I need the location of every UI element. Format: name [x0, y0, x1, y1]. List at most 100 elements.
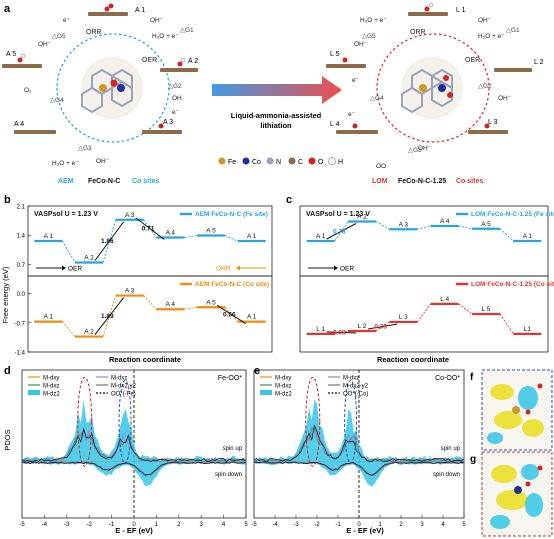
connector-b-top-3 [184, 235, 198, 238]
lom-slab-l3 [468, 123, 508, 134]
connector-b-top-0 [61, 240, 76, 263]
step-arrow-b-top-0 [94, 221, 125, 261]
aem-species-3: H₂O + e⁻ [152, 33, 179, 40]
pdos-xtick-e-9: 4 [441, 522, 445, 528]
state-label-b-top-4: A 5 [206, 228, 216, 235]
aem-cycle: A 1 A 2 A 3 A 4 A 5 ORR OER e⁻ OH⁻ H₂O +… [2, 3, 198, 185]
aem-species-9: e⁻ [172, 109, 180, 116]
connector-c-bottom-0 [334, 330, 349, 335]
aem-fe-atom [99, 84, 107, 92]
legend-h: H [338, 159, 343, 166]
aem-slab-a5 [2, 53, 42, 68]
pdos-spin-down-e: spin down [433, 472, 460, 478]
lom-fe-atom [419, 84, 427, 92]
lom-species-5: e⁻ [352, 77, 360, 84]
connector-b-top-4 [224, 235, 238, 242]
lom-species-1: H₂O + e⁻ [360, 17, 387, 24]
pdos-xtick-e-0: -5 [251, 522, 257, 528]
pdos-xtick-d-6: 1 [155, 522, 159, 528]
lom-species-4: OH⁻ [478, 17, 492, 24]
panel-f: f [470, 369, 553, 451]
pdos-xtick-d-3: -2 [87, 522, 93, 528]
oer-arrowhead-c-top [334, 265, 338, 271]
lom-state-5: L 5 [330, 51, 340, 58]
pdos-legend-label-d-2: M-dz2 [43, 392, 60, 398]
pdos-xtick-e-1: -4 [272, 522, 278, 528]
state-label-b-top-5: A 1 [247, 233, 257, 240]
pdos-legend-label-e-4: M-dx2-y2 [343, 384, 369, 390]
lom-slab-l1 [408, 2, 448, 16]
pdos-legend-label-e-1: M-dxz [275, 384, 291, 390]
pdos-line-down-d-5 [21, 461, 247, 476]
aem-dg4: △G4 [50, 97, 64, 104]
orr-label-b-top: ORR [216, 266, 231, 273]
state-label-c-top-5: A 1 [523, 233, 533, 240]
aem-species-6: OH [172, 95, 182, 102]
state-label-c-top-4: A 5 [481, 221, 491, 228]
pdos-legend-label-e-0: M-dxy [275, 376, 291, 382]
connector-b-bottom-4 [224, 306, 239, 322]
legend-fe: Fe [228, 159, 236, 166]
step-label-b-top-1: 0.71 [142, 226, 155, 233]
oer-label-b-top: OER [68, 266, 82, 273]
state-label-c-bottom-3: L 4 [440, 296, 449, 303]
lom-state-3: L 3 [488, 119, 498, 126]
aem-slab-a1 [88, 3, 128, 16]
step-label-b-bottom-1: 0.66 [223, 311, 236, 318]
panel-letter-d: d [4, 365, 11, 377]
panel-a: a [2, 2, 544, 185]
aem-cycle-ring [56, 33, 170, 143]
aem-dg1: △G1 [180, 27, 194, 34]
pdos-spin-down-d: spin down [215, 472, 242, 478]
legend-label-b-top: AEM FeCo-N-C (Fe site) [195, 211, 268, 218]
lom-co-atom [438, 84, 446, 92]
lom-slab-l5 [326, 57, 366, 68]
aem-species-8: OH⁻ [96, 158, 110, 165]
b-ytick-5: -1.4 [15, 351, 26, 357]
lom-state-4: L 4 [330, 121, 340, 128]
pdos-fill-down-e [254, 461, 464, 487]
aem-species-4: OH⁻ [150, 17, 164, 24]
state-label-b-bottom-2: A 3 [125, 288, 135, 295]
aem-caption-prefix: AEM [58, 178, 74, 185]
state-label-b-bottom-3: A 4 [166, 301, 176, 308]
pdos-legend-label-e-3: M-dxz [343, 376, 359, 382]
lom-species-9: OO [376, 163, 386, 170]
aem-o-atom [110, 79, 118, 87]
pdos-xtick-d-4: -1 [109, 522, 115, 528]
f-density-lobes [487, 383, 544, 444]
pdos-xtick-d-7: 2 [177, 522, 181, 528]
lom-o-atom-1 [443, 75, 449, 81]
lom-species-8: OH⁻ [418, 145, 432, 152]
pdos-xtick-e-6: 1 [378, 522, 382, 528]
aem-state-1: A 1 [135, 7, 145, 14]
state-label-c-bottom-1: L 2 [358, 323, 367, 330]
aem-caption-suffix: Co sites [132, 178, 159, 185]
lithiation-arrow: Liquid-ammonia-assisted lithiation [212, 76, 342, 130]
aem-slab-a3 [142, 123, 182, 134]
aem-dg5: △G5 [52, 33, 66, 40]
lom-species-7: e⁻ [348, 111, 356, 118]
lom-slab-l2 [494, 68, 532, 72]
b-xlabel: Reaction coordinate [109, 355, 181, 364]
state-label-c-top-2: A 3 [399, 221, 409, 228]
step-label-b-top-0: 1.86 [101, 238, 114, 245]
connector-c-top-4 [499, 228, 514, 242]
pdos-spin-up-e: spin up [441, 446, 461, 452]
b-ytick-4: -0.7 [15, 321, 26, 327]
state-label-b-bottom-4: A 5 [206, 299, 216, 306]
pdos-legend-swatch-d-2 [28, 390, 40, 395]
pdos-line-up-d-5 [21, 427, 247, 463]
lom-cycle: L 1 L 2 L 3 L 4 L 5 ORR OER H₂O + e⁻ OH⁻… [326, 2, 544, 185]
e-xlabel: E - EF (eV) [346, 526, 384, 535]
lom-species-3: H₂O + e⁻ [478, 33, 505, 40]
panel-letter-c: c [286, 194, 292, 206]
state-label-c-bottom-4: L 5 [482, 306, 491, 313]
panel-letter-b: b [4, 194, 11, 206]
legend-co: Co [252, 159, 261, 166]
pdos-xtick-e-5: 0 [357, 522, 361, 528]
aem-slab-a2 [160, 57, 198, 72]
pdos-highlight-blue-d [118, 379, 132, 464]
pdos-xtick-e-10: 5 [462, 522, 466, 528]
